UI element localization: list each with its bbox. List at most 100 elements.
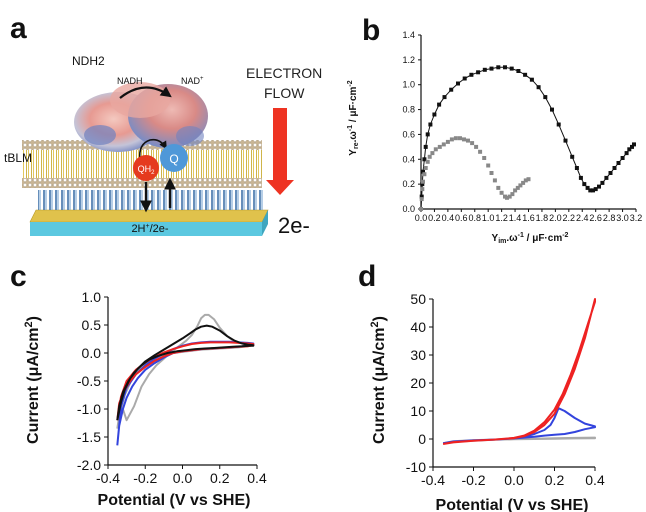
y-tick-label: 50 [410, 291, 426, 307]
tether-layer [38, 190, 264, 210]
series-1-point [422, 172, 427, 177]
y-tick-label: 0.4 [402, 154, 415, 164]
x-tick-label: 0.2 [428, 213, 441, 223]
series-0-point [620, 156, 625, 160]
series-0-point [420, 182, 425, 187]
x-tick-label: 0.6 [455, 213, 468, 223]
ndh2-protein [74, 82, 208, 152]
tblm-label: tBLM [4, 151, 32, 165]
series-0-point [421, 169, 425, 174]
series-0-point [456, 81, 460, 86]
panel-b-letter: b [362, 14, 380, 47]
series-1-point [505, 195, 509, 200]
y-tick-label: 0.8 [402, 105, 415, 115]
x-tick-label: 0.0 [415, 213, 428, 223]
panel-d-xlabel: Potential (V vs SHE) [436, 497, 589, 512]
y-tick-label: 10 [410, 403, 426, 419]
panel-a-letter: a [10, 12, 27, 45]
series-0-point [529, 77, 534, 82]
panel-d: d -0.4 -0.2 0.0 0.2 0.4 -10 0 10 20 30 40 50 Curren… [358, 260, 605, 512]
series-1-point [507, 194, 512, 199]
series-1-line [116, 340, 255, 446]
y-tick-label: 1.0 [402, 80, 415, 90]
y-tick-label: -10 [406, 459, 426, 475]
series-0-point [449, 87, 454, 92]
series-0-point [422, 157, 427, 162]
series-0-point [543, 95, 548, 100]
series-1-point [427, 154, 432, 159]
x-tick-label: 2.4 [576, 213, 589, 223]
series-1-point [478, 149, 483, 154]
x-tick-label: 0.2 [210, 470, 230, 486]
quinone-cycle-arrow [138, 138, 167, 161]
series-1-point [492, 178, 497, 183]
series-0-point [503, 65, 507, 70]
gold-substrate [29, 209, 269, 236]
series-0-point [630, 144, 634, 149]
panel-d-ylabel: Current (μA/cm2) [369, 316, 388, 444]
y-tick-label: 30 [410, 347, 426, 363]
x-tick-label: 0.4 [585, 472, 605, 488]
series-1-point [437, 144, 442, 149]
series-0-point [469, 72, 474, 77]
series-0-point [437, 102, 442, 107]
series-0-point [442, 95, 447, 100]
series-0-point [425, 132, 430, 137]
electron-flow-arrow [266, 108, 294, 195]
y-tick-label: 0.6 [402, 129, 415, 139]
series-0-point [496, 65, 501, 70]
series-0-point [489, 66, 494, 71]
series-0-point [588, 188, 593, 193]
x-tick-label: 0.4 [442, 213, 455, 223]
series-0-point [462, 76, 467, 81]
panel-b-ylabel: Yre.ω-1 / μF·cm-2 [347, 80, 360, 155]
series-1-point [489, 171, 494, 175]
plot-d: -0.4 -0.2 0.0 0.2 0.4 -10 0 10 20 30 40 50 [406, 291, 605, 488]
series-1-point [445, 139, 450, 144]
series-1-point [419, 197, 424, 202]
series-0-point [550, 107, 554, 112]
series-1-point [453, 136, 458, 141]
electron-label: ELECTRON [246, 65, 322, 81]
series-1-point [513, 188, 518, 193]
two-electron-label: 2e- [278, 213, 310, 238]
series-1-point [425, 159, 430, 164]
series-1-point [496, 185, 501, 190]
x-tick-label: 0.2 [545, 472, 565, 488]
y-tick-label: 0 [418, 431, 426, 447]
series-1-point [482, 156, 487, 160]
y-tick-label: 1.0 [82, 289, 102, 305]
series-0-point [509, 66, 514, 71]
series-0-point [585, 185, 590, 190]
series-1-point [441, 142, 446, 147]
series-0-point [536, 85, 541, 90]
x-tick-label: 1.8 [536, 213, 549, 223]
series-0-point [582, 182, 587, 187]
series-1-point [486, 163, 491, 168]
qh2-label: QH2 [138, 164, 156, 176]
series-0-point [563, 138, 568, 143]
x-tick-label: 2.8 [603, 213, 616, 223]
y-tick-label: 0.0 [402, 204, 415, 214]
series-1-point [523, 178, 528, 183]
series-1-point [430, 151, 435, 156]
series-1-point [423, 166, 428, 170]
panel-c-letter: c [10, 260, 27, 293]
series-1-point [462, 137, 466, 142]
series-0-point [600, 180, 605, 185]
y-tick-label: 0.2 [402, 179, 415, 189]
x-tick-label: 2.6 [589, 213, 602, 223]
y-tick-label: 40 [410, 319, 426, 335]
series-0-point [591, 188, 595, 193]
series-0-point [428, 122, 433, 127]
nad-label: NAD+ [181, 76, 204, 86]
series-0-point [632, 142, 636, 147]
y-tick-label: -1.0 [77, 401, 101, 417]
series-1-point [521, 180, 526, 185]
series-0-point [423, 144, 428, 149]
y-tick-label: -2.0 [77, 457, 101, 473]
q-molecule [160, 144, 188, 172]
x-tick-label: 2.2 [563, 213, 576, 223]
series-0-point [516, 69, 521, 73]
